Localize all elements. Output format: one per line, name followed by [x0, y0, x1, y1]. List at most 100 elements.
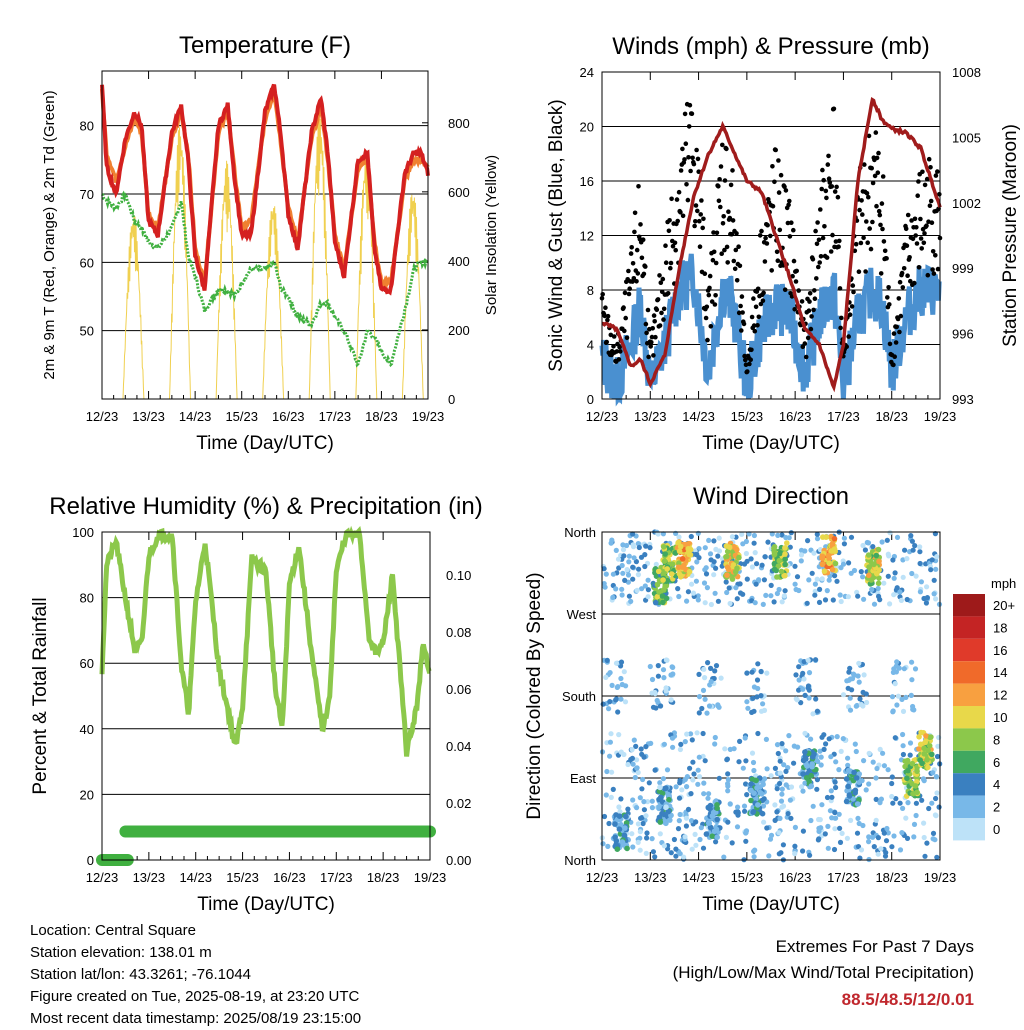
direction-point — [736, 759, 742, 765]
direction-point — [647, 545, 653, 551]
direction-point — [655, 673, 662, 679]
gust-point — [900, 285, 906, 290]
direction-cluster-point — [905, 767, 911, 774]
gust-point — [604, 339, 609, 345]
direction-point — [744, 792, 750, 798]
legend-swatch — [953, 683, 985, 706]
direction-point — [712, 741, 718, 747]
gust-point — [639, 255, 645, 261]
gust-point — [826, 153, 831, 159]
direction-cluster-point — [925, 747, 931, 754]
direction-point — [834, 578, 840, 584]
gust-point — [865, 240, 870, 245]
direction-point — [894, 659, 900, 665]
y-tick-label: South — [562, 689, 596, 704]
direction-point — [619, 592, 625, 598]
gust-point — [870, 180, 876, 186]
direction-cluster-point — [706, 820, 712, 826]
direction-point — [912, 543, 918, 549]
gust-point — [688, 168, 693, 174]
direction-point — [786, 535, 792, 541]
gust-point — [717, 177, 722, 182]
direction-point — [721, 854, 727, 860]
direction-point — [917, 560, 923, 567]
gust-point — [628, 251, 634, 256]
direction-point — [744, 670, 750, 676]
direction-cluster-point — [829, 566, 836, 573]
direction-point — [830, 597, 836, 603]
direction-point — [774, 590, 781, 597]
gust-point — [880, 174, 886, 179]
y2-tick-label: 600 — [448, 185, 470, 200]
gust-point — [891, 362, 896, 368]
direction-point — [637, 847, 643, 853]
x-tick-label: 13/23 — [634, 409, 667, 424]
direction-point — [928, 567, 934, 573]
direction-point — [760, 701, 766, 707]
legend-title: mph — [991, 576, 1016, 591]
direction-point — [663, 685, 669, 691]
direction-point — [701, 791, 707, 797]
direction-point — [883, 850, 889, 856]
direction-point — [887, 530, 893, 536]
gust-point — [878, 271, 884, 276]
direction-point — [793, 696, 799, 702]
gust-point — [622, 290, 628, 296]
direction-point — [900, 708, 907, 715]
direction-cluster-point — [666, 792, 672, 799]
gust-point — [645, 307, 651, 313]
direction-point — [752, 847, 758, 853]
direction-point — [697, 836, 703, 843]
direction-point — [836, 767, 842, 773]
gust-point — [734, 231, 739, 236]
direction-point — [855, 815, 861, 822]
gust-point — [803, 354, 809, 360]
gust-point — [764, 241, 770, 246]
direction-point — [634, 757, 640, 763]
direction-cluster-point — [916, 746, 922, 752]
gust-point — [847, 312, 853, 318]
direction-point — [832, 573, 838, 579]
direction-cluster-point — [714, 802, 720, 808]
direction-point — [860, 703, 866, 709]
direction-point — [777, 780, 783, 787]
direction-point — [669, 735, 676, 741]
gust-point — [740, 310, 745, 315]
gust-point — [806, 308, 812, 314]
gust-point — [729, 232, 735, 237]
direction-point — [750, 759, 757, 766]
gust-point — [872, 173, 878, 179]
direction-point — [913, 800, 920, 806]
legend-swatch — [953, 818, 985, 841]
y2-tick-label: 800 — [448, 116, 470, 131]
gust-point — [792, 307, 797, 312]
direction-point — [645, 799, 651, 805]
gust-point — [812, 296, 818, 302]
direction-point — [799, 784, 805, 790]
direction-point — [619, 562, 625, 569]
gust-point — [734, 278, 740, 283]
direction-point — [691, 771, 697, 777]
gust-point — [816, 237, 822, 243]
gust-point — [759, 228, 764, 234]
direction-point — [618, 796, 624, 802]
gust-point — [670, 243, 676, 249]
direction-point — [675, 826, 682, 832]
direction-point — [727, 746, 733, 753]
x-tick-label: 13/23 — [634, 870, 667, 885]
direction-point — [658, 703, 664, 709]
gust-point — [832, 189, 838, 194]
gust-point — [905, 273, 910, 279]
direction-point — [660, 667, 667, 673]
gust-point — [641, 271, 647, 277]
direction-point — [645, 587, 652, 593]
direction-point — [834, 734, 840, 740]
gust-point — [622, 328, 627, 334]
x-tick-label: 16/23 — [779, 409, 812, 424]
gust-point — [709, 299, 715, 304]
direction-point — [638, 746, 644, 752]
direction-point — [761, 819, 767, 825]
gust-point — [640, 237, 646, 242]
direction-point — [676, 795, 683, 801]
gust-point — [886, 285, 891, 290]
